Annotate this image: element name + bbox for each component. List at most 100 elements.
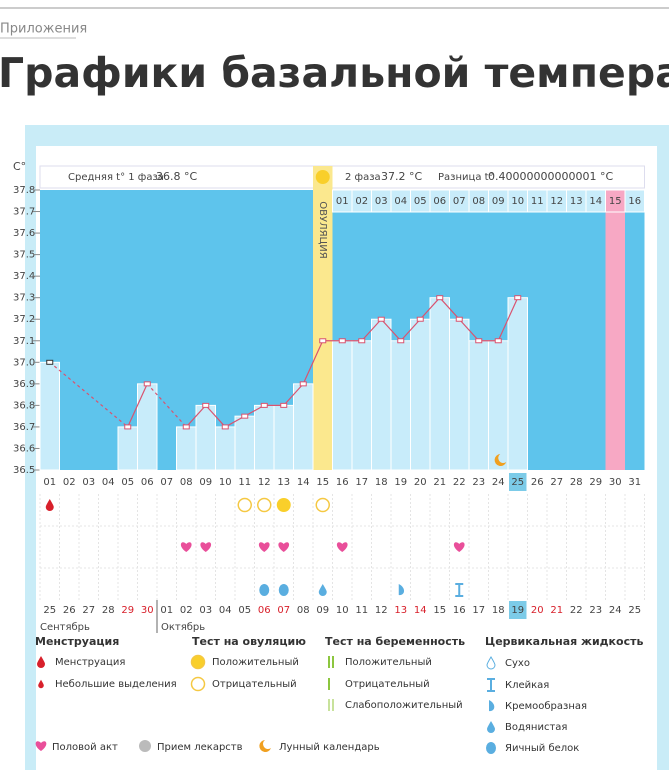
- bar: [507, 297, 528, 471]
- post-ov-day: 13: [570, 196, 583, 207]
- date: 09: [316, 605, 329, 616]
- post-ov-day: 06: [433, 196, 446, 207]
- phase2: 2 фаза: [345, 172, 381, 183]
- post-ov-day: 16: [628, 196, 641, 207]
- date: 14: [414, 605, 427, 616]
- date: 25: [43, 605, 56, 616]
- diff-value: 0.40000000000001 °C: [488, 170, 613, 183]
- date: 05: [238, 605, 251, 616]
- legend-extra: Половой акт: [52, 742, 118, 753]
- bar: [410, 318, 431, 471]
- post-ov-day: 03: [375, 196, 388, 207]
- point: [182, 424, 190, 430]
- post-ov-day: 15: [609, 196, 622, 207]
- date: 10: [336, 605, 349, 616]
- legend-icon: [332, 656, 334, 668]
- bar: [468, 340, 489, 471]
- x-tick-label: 15: [316, 477, 329, 488]
- drop: [45, 499, 54, 511]
- date: 11: [355, 605, 368, 616]
- bar: [488, 340, 509, 471]
- legend-title: Тест на овуляцию: [192, 635, 306, 648]
- date: 02: [180, 605, 193, 616]
- point: [280, 402, 288, 408]
- post-ov-cell: [624, 189, 645, 213]
- moon: [494, 454, 507, 466]
- legend-extra: Прием лекарств: [157, 742, 243, 753]
- point: [221, 424, 229, 430]
- x-tick-label: 10: [219, 477, 232, 488]
- line-segment: [497, 297, 519, 342]
- post-ov-day: 10: [511, 196, 524, 207]
- point: [143, 381, 151, 387]
- bar: [117, 426, 138, 471]
- legend-title: Тест на беременность: [325, 635, 465, 648]
- drop: [38, 679, 44, 689]
- bar: [234, 415, 255, 471]
- date: 08: [297, 605, 310, 616]
- summary-bar: [39, 165, 645, 189]
- x-tick-label: 04: [102, 477, 115, 488]
- bar: [215, 426, 236, 471]
- y-tick-label: 37.5: [13, 250, 35, 261]
- diff: Разница t°: [438, 172, 494, 183]
- heart: [258, 542, 270, 552]
- point: [514, 295, 522, 301]
- legend-icon: [328, 656, 330, 668]
- date: 16: [453, 605, 466, 616]
- post-ov-day: 09: [492, 196, 505, 207]
- bar: [273, 404, 294, 471]
- legend-item: Менструация: [55, 657, 125, 668]
- legend-icon: [486, 742, 496, 754]
- month: Октябрь: [161, 622, 205, 633]
- ovulation-sun: [315, 170, 330, 184]
- x-tick-label: 11: [238, 477, 251, 488]
- date: 18: [492, 605, 505, 616]
- x-tick-label: 05: [121, 477, 134, 488]
- y-tick-label: 37.1: [13, 336, 35, 347]
- heading: Графики базальной температуры: [0, 49, 669, 97]
- y-tick-label: 36.6: [13, 443, 35, 454]
- drop: [487, 721, 495, 733]
- legend-item: Кремообразная: [505, 701, 587, 712]
- bar: [39, 361, 60, 471]
- date: 22: [570, 605, 583, 616]
- legend-item: Яичный белок: [505, 743, 579, 754]
- cervical-egg-white: [278, 584, 289, 596]
- post-ov-day: 08: [472, 196, 485, 207]
- line-segment: [146, 383, 187, 428]
- point: [202, 402, 210, 408]
- x-tick-label: 27: [550, 477, 563, 488]
- date: 20: [531, 605, 544, 616]
- day-highlight: [509, 473, 527, 491]
- heart: [180, 542, 192, 552]
- x-tick-label: 23: [472, 477, 485, 488]
- cervical-egg-white: [259, 584, 270, 596]
- point: [46, 359, 54, 365]
- cervical-sticky: [455, 583, 464, 597]
- point: [358, 338, 366, 344]
- ovulation-label: ОВУЛЯЦИЯ: [317, 201, 328, 259]
- legend-item: Отрицательный: [345, 679, 430, 690]
- line-segment: [458, 318, 480, 342]
- bar: [137, 383, 158, 471]
- legend-item: Клейкая: [505, 680, 549, 691]
- x-tick-label: 09: [199, 477, 212, 488]
- phase1: Средняя t° 1 фаза: [68, 172, 164, 183]
- breadcrumb[interactable]: Приложения: [0, 22, 87, 37]
- x-tick-label: 28: [570, 477, 583, 488]
- bar: [351, 340, 372, 471]
- point: [436, 295, 444, 301]
- line-segment: [439, 297, 460, 320]
- point: [494, 338, 502, 344]
- line-segment: [400, 318, 421, 342]
- ovulation-column: [313, 166, 333, 470]
- date: 28: [102, 605, 115, 616]
- point: [299, 381, 307, 387]
- pink-column: [605, 190, 625, 470]
- x-tick-label: 24: [492, 477, 505, 488]
- y-tick-label: 36.5: [13, 465, 35, 476]
- cervical-creamy: [398, 584, 405, 596]
- y-tick-label: 37.0: [13, 357, 35, 368]
